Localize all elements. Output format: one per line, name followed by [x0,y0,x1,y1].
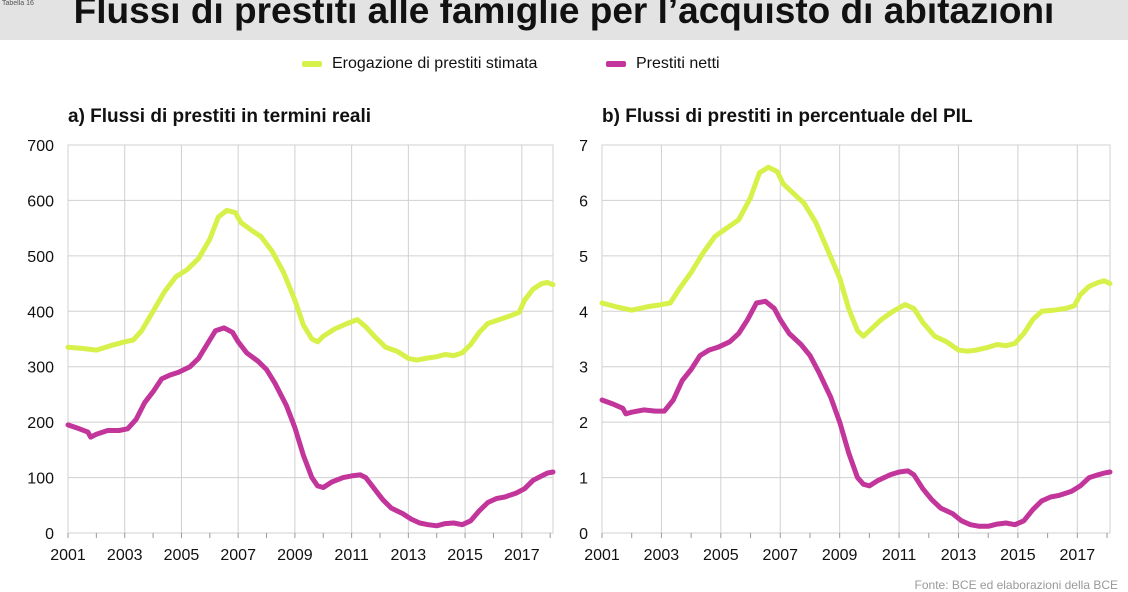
panel-a-y-tick-label: 500 [27,249,54,266]
panel-b-title: b) Flussi di prestiti in percentuale del… [602,106,973,127]
panel-a-y-tick-label: 0 [45,526,54,543]
panel-b-y-tick-label: 4 [579,304,588,321]
panel-b-y-tick-label: 1 [579,471,588,488]
panel-b-x-tick-label: 2011 [882,547,917,564]
panel-a-y-tick-label: 300 [27,360,54,377]
panel-b-y-tick-label: 7 [579,138,588,155]
panel-b-y-tick-label: 0 [579,526,588,543]
panel-b-x-tick-label: 2017 [1060,547,1096,564]
panel-b-x-tick-label: 2009 [822,547,858,564]
legend-item-prestiti-netti: Prestiti netti [606,52,720,76]
panel-a-x-tick-label: 2001 [50,547,86,564]
title-bar: Tabella 16 Flussi di prestiti alle famig… [0,0,1128,40]
legend-label-erogazione: Erogazione di prestiti stimata [332,55,538,72]
legend-swatch-prestiti-netti [606,61,626,67]
panel-a-y-tick-label: 400 [27,304,54,321]
panel-a-x-tick-label: 2007 [220,547,256,564]
panel-b-x-tick-label: 2005 [703,547,739,564]
figure-tag: Tabella 16 [2,0,34,7]
source-note: Fonte: BCE ed elaborazioni della BCE [914,578,1118,592]
panel-b-y-tick-label: 3 [579,360,588,377]
panel-a-y-tick-label: 200 [27,415,54,432]
panel-a-x-tick-label: 2017 [504,547,540,564]
panel-a-x-tick-label: 2005 [164,547,200,564]
panel-b-x-tick-label: 2003 [644,547,680,564]
legend-swatch-erogazione [302,61,322,67]
panel-a-y-tick-label: 100 [27,471,54,488]
panel-a-y-tick-label: 700 [27,138,54,155]
panel-a-x-tick-label: 2013 [391,547,427,564]
panel-a-series-line-prestiti-netti [65,325,556,529]
panel-b-y-tick-label: 2 [579,415,588,432]
panel-a-x-tick-label: 2003 [107,547,143,564]
panel-a-title: a) Flussi di prestiti in termini reali [68,106,372,127]
panel-b-x-tick-label: 2015 [1000,547,1036,564]
panel-b-series-line-erogazione [599,164,1113,354]
panel-b-series-line-prestiti-netti [599,298,1113,529]
panel-a-x-tick-label: 2011 [334,547,369,564]
panel-b-x-tick-label: 2007 [762,547,798,564]
panel-a-y-tick-label: 600 [27,193,54,210]
page-title: Flussi di prestiti alle famiglie per l’a… [73,0,1055,31]
panel-b-y-tick-label: 6 [579,193,588,210]
legend-label-prestiti-netti: Prestiti netti [636,55,720,72]
panel-a-x-tick-label: 2009 [277,547,313,564]
legend: Erogazione di prestiti stimata Prestiti … [0,52,1128,76]
panel-b-x-tick-label: 2013 [941,547,977,564]
panel-a-x-tick-label: 2015 [447,547,483,564]
legend-item-erogazione: Erogazione di prestiti stimata [302,52,537,76]
panel-b-x-tick-label: 2001 [584,547,620,564]
panel-b-y-tick-label: 5 [579,249,588,266]
panel-a-series-line-erogazione [65,207,556,363]
